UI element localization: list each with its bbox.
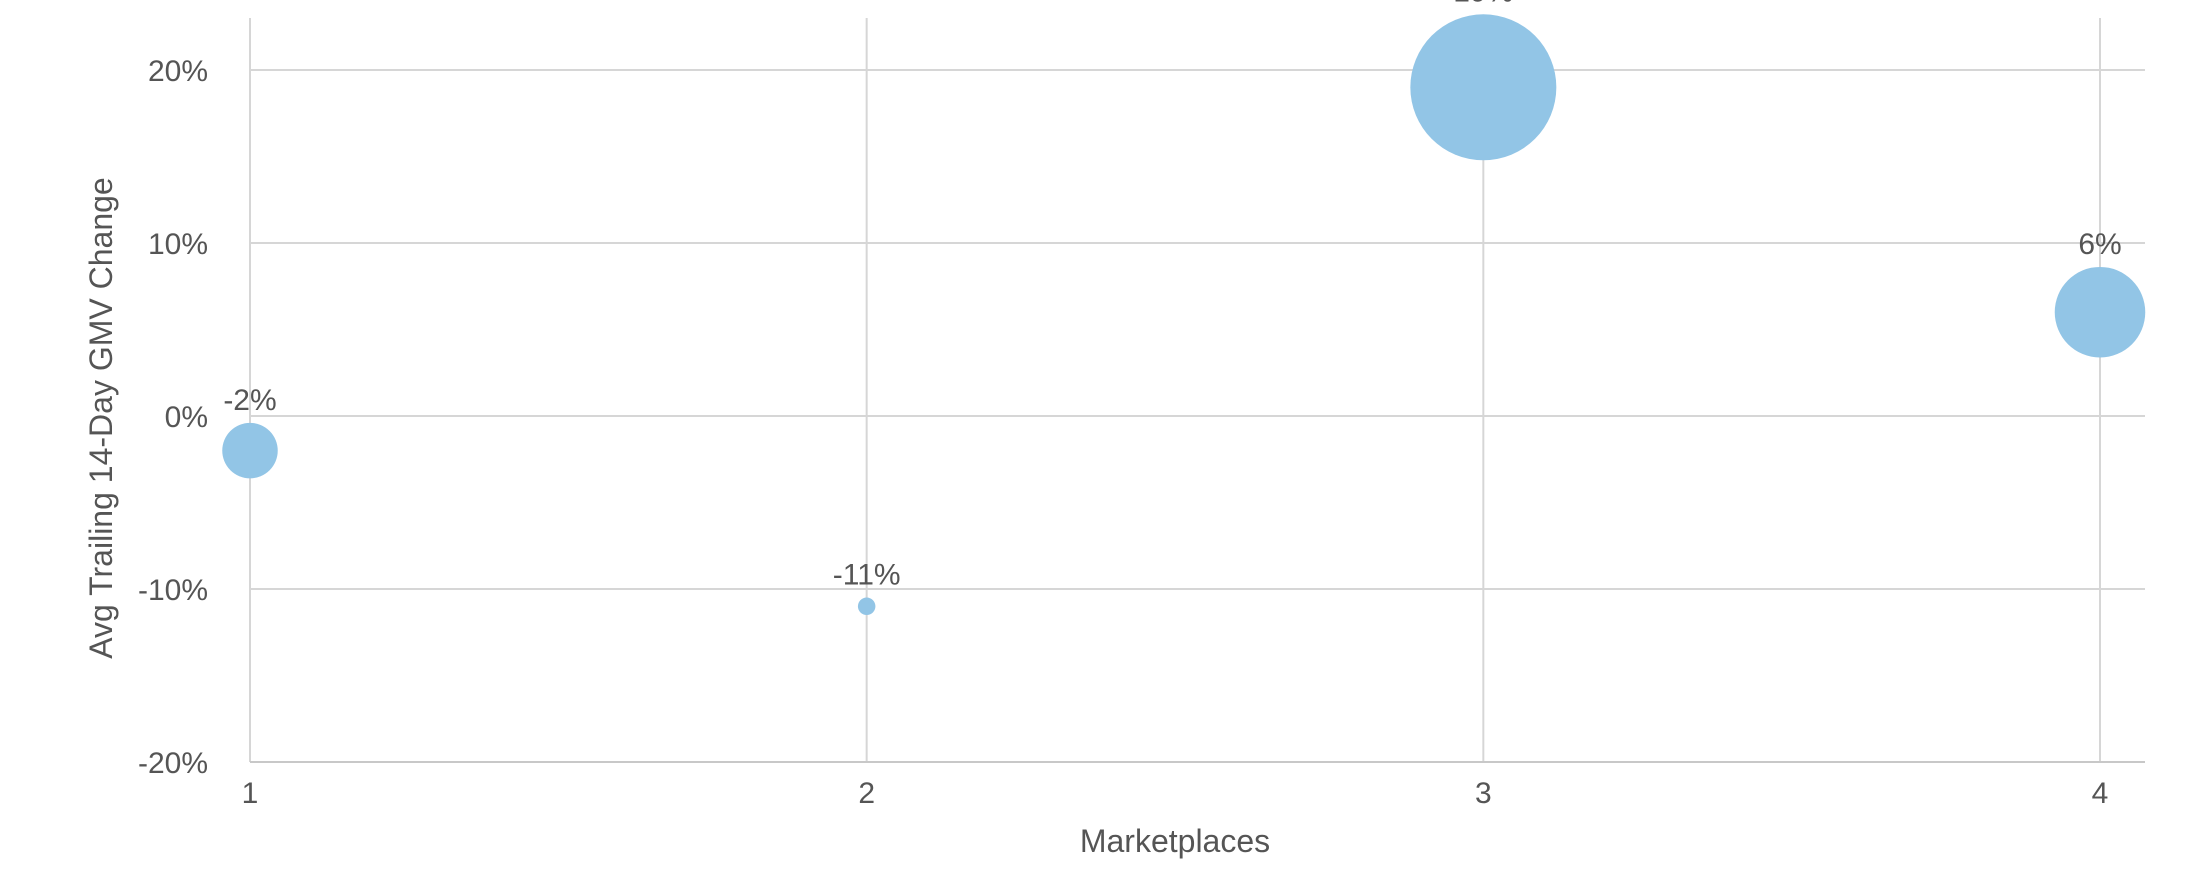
bubble[interactable] — [2054, 266, 2146, 358]
gridlines — [249, 18, 2145, 763]
y-axis-title: Avg Trailing 14-Day GMV Change — [83, 177, 119, 658]
bubble-label: -11% — [833, 559, 901, 592]
x-axis-ticks: 1 2 3 4 — [242, 777, 2109, 810]
y-tick-label: -20% — [138, 747, 208, 780]
x-tick-label: 3 — [1475, 777, 1492, 810]
bubble-label: 6% — [2078, 228, 2121, 261]
y-tick-label: 10% — [148, 228, 208, 261]
y-tick-label: -10% — [138, 574, 208, 607]
bubble[interactable] — [1410, 14, 1557, 161]
x-tick-label: 1 — [242, 777, 259, 810]
data-labels: -2% -11% 19% 6% — [223, 0, 2121, 592]
y-tick-label: 20% — [148, 55, 208, 88]
x-tick-label: 2 — [858, 777, 875, 810]
bubble[interactable] — [222, 422, 278, 479]
x-axis-title: Marketplaces — [1080, 823, 1270, 859]
bubble[interactable] — [857, 597, 876, 616]
bubble-label: 19% — [1453, 0, 1513, 8]
y-axis-ticks: 20% 10% 0% -10% -20% — [138, 55, 208, 780]
bubbles — [222, 14, 2146, 616]
x-tick-label: 4 — [2092, 777, 2109, 810]
y-tick-label: 0% — [165, 401, 208, 434]
bubble-label: -2% — [223, 384, 276, 417]
